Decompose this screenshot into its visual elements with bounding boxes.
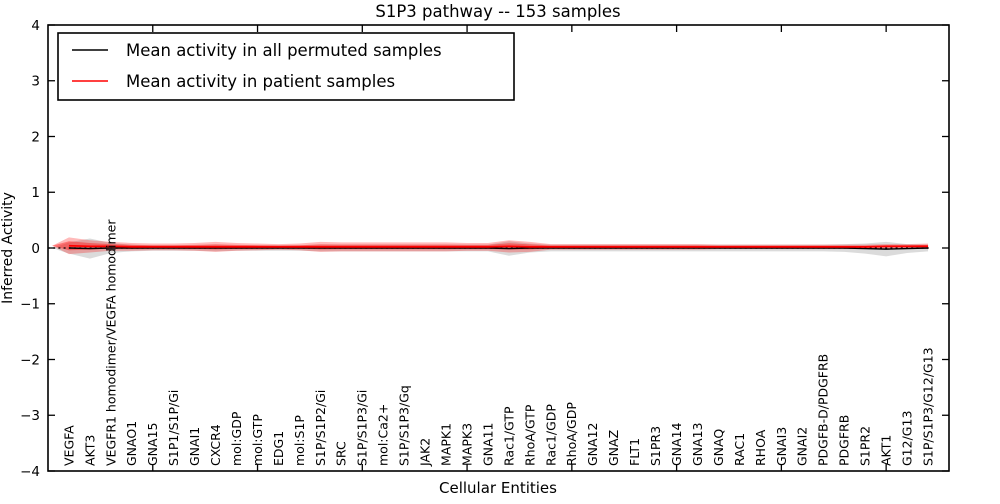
entity-label: GNAI2 bbox=[795, 427, 810, 466]
entity-label: GNA11 bbox=[480, 423, 495, 467]
entity-label: GNAI1 bbox=[187, 427, 202, 466]
entity-label: GNA12 bbox=[585, 423, 600, 467]
y-tick-label: −2 bbox=[20, 352, 40, 368]
x-axis-label: Cellular Entities bbox=[439, 479, 557, 497]
mean-line-patient bbox=[68, 244, 929, 248]
entity-label: PDGFB-D/PDGFRB bbox=[816, 354, 831, 466]
entity-label: GNAZ bbox=[606, 430, 621, 466]
legend-label-patient: Mean activity in patient samples bbox=[126, 72, 395, 91]
entity-label: mol:Ca2+ bbox=[376, 404, 391, 466]
y-tick-label: 4 bbox=[31, 18, 40, 34]
entity-label: AKT3 bbox=[82, 435, 97, 466]
entity-label: RhoA/GDP bbox=[564, 402, 579, 466]
entity-label: RAC1 bbox=[732, 433, 747, 466]
axis-ticks bbox=[48, 24, 949, 472]
mean-line-permuted bbox=[68, 247, 929, 250]
entity-label: CXCR4 bbox=[208, 424, 223, 466]
y-tick-label: 1 bbox=[31, 185, 40, 201]
entity-label: RHOA bbox=[753, 429, 768, 466]
mean-lines bbox=[68, 244, 929, 250]
entity-label: AKT1 bbox=[879, 435, 894, 466]
entity-label: S1P1/S1P/Gi bbox=[166, 390, 181, 466]
entity-label: GNAQ bbox=[711, 429, 726, 466]
entity-label: mol:GDP bbox=[229, 411, 244, 466]
entity-label: PDGFRB bbox=[837, 415, 852, 466]
entity-label: S1P/S1P2/Gi bbox=[313, 390, 328, 466]
x-entity-labels: VEGFA AKT3 VEGFR1 homodimer/VEGFA homodime… bbox=[61, 219, 935, 467]
entity-label: Rac1/GDP bbox=[543, 404, 558, 466]
y-tick-label: 3 bbox=[31, 74, 40, 90]
entity-label: S1PR2 bbox=[858, 426, 873, 466]
entity-label: G12/G13 bbox=[899, 411, 914, 466]
entity-label: S1P/S1P3/G12/G13 bbox=[920, 347, 935, 466]
entity-label: S1P/S1P3/Gq bbox=[397, 385, 412, 466]
entity-label: S1PR3 bbox=[648, 426, 663, 466]
legend: Mean activity in all permuted samples Me… bbox=[57, 32, 515, 101]
entity-label: GNAO1 bbox=[124, 421, 139, 466]
y-tick-label: 0 bbox=[31, 241, 40, 257]
entity-label: SRC bbox=[334, 441, 349, 466]
y-tick-label: −1 bbox=[20, 297, 40, 313]
y-tick-label: 2 bbox=[31, 129, 40, 145]
entity-label: EDG1 bbox=[271, 431, 286, 466]
entity-label: mol:GTP bbox=[250, 414, 265, 466]
entity-label: RhoA/GTP bbox=[522, 404, 537, 466]
y-tick-labels: −4 −3 −2 −1 0 1 2 3 4 bbox=[20, 18, 40, 480]
chart-title: S1P3 pathway -- 153 samples bbox=[375, 2, 620, 21]
entity-label: MAPK1 bbox=[439, 423, 454, 466]
y-tick-label: −3 bbox=[20, 408, 40, 424]
entity-label: GNAI3 bbox=[774, 427, 789, 466]
entity-label: GNA14 bbox=[669, 422, 684, 466]
entity-label: JAK2 bbox=[418, 438, 433, 467]
entity-label: MAPK3 bbox=[459, 423, 474, 466]
legend-label-permuted: Mean activity in all permuted samples bbox=[126, 41, 442, 60]
entity-label: S1P/S1P3/Gi bbox=[355, 390, 370, 466]
band-patient-std-outer bbox=[52, 237, 929, 255]
legend-box bbox=[57, 32, 515, 101]
entity-label: Rac1/GTP bbox=[501, 406, 516, 466]
entity-label: mol:S1P bbox=[292, 415, 307, 466]
entity-label: VEGFA bbox=[61, 425, 76, 466]
y-axis-label: Inferred Activity bbox=[0, 192, 16, 304]
entity-label: GNA15 bbox=[145, 423, 160, 467]
entity-label: FLT1 bbox=[627, 438, 642, 466]
y-tick-label: −4 bbox=[20, 464, 40, 480]
entity-label: GNA13 bbox=[690, 423, 705, 467]
entity-label: VEGFR1 homodimer/VEGFA homodimer bbox=[103, 219, 118, 466]
